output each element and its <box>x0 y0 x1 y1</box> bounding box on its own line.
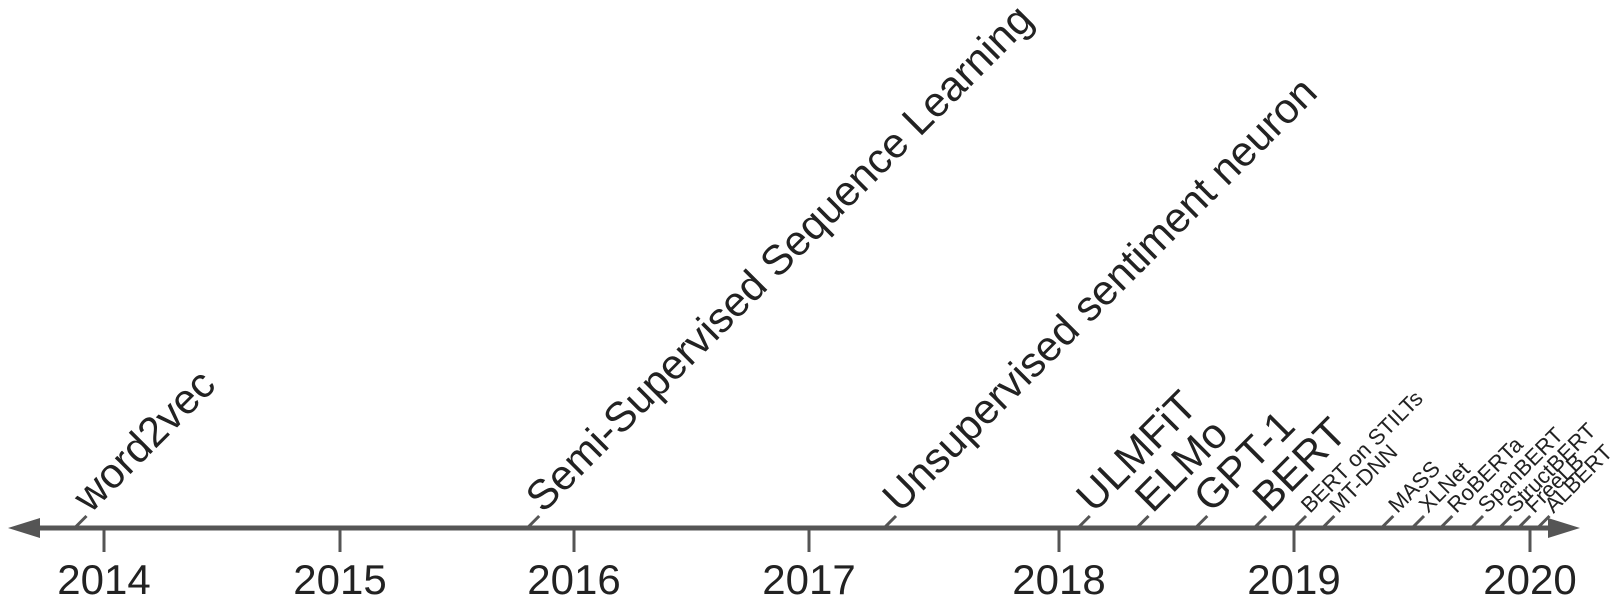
event-tick <box>1410 514 1426 530</box>
year-label: 2017 <box>762 556 855 603</box>
left-arrow-icon <box>8 518 40 538</box>
event-tick <box>73 514 88 530</box>
year-label: 2015 <box>293 556 386 603</box>
event-tick <box>1292 514 1308 530</box>
timeline-axis <box>8 518 1580 538</box>
event-marker: word2vec <box>63 360 224 530</box>
events: word2vec Semi-Supervised Sequence Learnin… <box>63 0 1613 530</box>
year-ticks: 2014 2015 2016 2017 2018 2019 2020 <box>57 528 1577 603</box>
year-label: 2014 <box>57 556 150 603</box>
event-tick <box>1517 514 1532 530</box>
event-tick <box>1439 514 1454 530</box>
event-tick <box>1135 514 1150 530</box>
event-tick <box>1536 514 1551 530</box>
event-tick <box>1252 514 1268 530</box>
event-tick <box>526 514 541 530</box>
right-arrow-icon <box>1548 518 1580 538</box>
year-label: 2016 <box>527 556 620 603</box>
event-label: word2vec <box>63 360 224 521</box>
event-tick <box>1498 514 1513 530</box>
event-tick <box>1321 514 1336 530</box>
year-label: 2018 <box>1012 556 1105 603</box>
year-label: 2020 <box>1483 556 1576 603</box>
event-tick <box>1380 514 1395 530</box>
event-tick <box>1076 514 1091 530</box>
event-tick <box>882 514 898 530</box>
event-tick <box>1469 514 1485 530</box>
event-tick <box>1194 514 1209 530</box>
year-label: 2019 <box>1247 556 1340 603</box>
